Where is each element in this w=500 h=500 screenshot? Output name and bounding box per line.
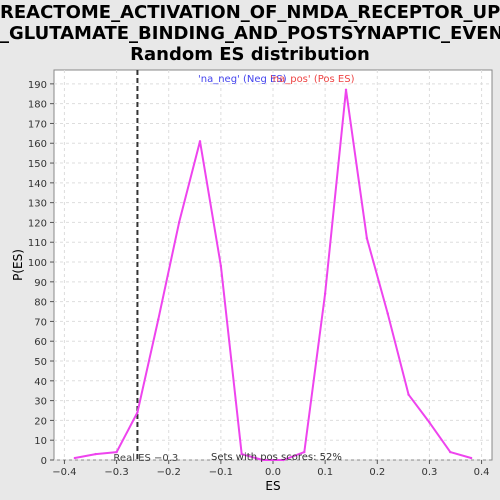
- x-tick-label: −0.3: [104, 467, 128, 478]
- y-axis-label: P(ES): [11, 249, 25, 281]
- data-point: [469, 456, 473, 460]
- y-tick-label: 150: [28, 159, 47, 170]
- data-point: [407, 393, 410, 396]
- pos-scores-label: Sets with pos scores: 52%: [211, 452, 342, 463]
- x-tick-label: 0.2: [369, 467, 385, 478]
- data-point: [428, 421, 431, 424]
- x-tick-label: 0.1: [317, 467, 333, 478]
- annotations: 'na_neg' (Neg ES)'na_pos' (Pos ES) Real E…: [113, 74, 354, 464]
- data-point: [282, 458, 285, 462]
- data-point: [323, 292, 327, 295]
- series: [73, 70, 473, 462]
- series-line: [74, 88, 472, 461]
- data-point: [136, 411, 139, 414]
- data-point: [94, 452, 97, 456]
- y-tick-label: 20: [34, 416, 47, 427]
- x-tick-label: 0.0: [265, 467, 281, 478]
- data-point: [449, 450, 452, 454]
- data-point: [365, 237, 369, 240]
- data-point: [198, 140, 202, 143]
- y-tick-label: 70: [34, 317, 47, 328]
- y-tick-label: 60: [34, 337, 47, 348]
- y-tick-label: 160: [28, 139, 47, 150]
- x-axis-label: ES: [265, 479, 280, 493]
- chart-title-line-3: Random ES distribution: [130, 44, 370, 65]
- y-tick-label: 130: [28, 199, 47, 210]
- y-tick-label: 80: [34, 298, 47, 309]
- y-tick-label: 170: [28, 119, 47, 130]
- y-tick-label: 100: [28, 258, 47, 269]
- data-point: [177, 221, 181, 224]
- y-tick-label: 90: [34, 278, 47, 289]
- x-tick-label: −0.2: [157, 467, 181, 478]
- data-point: [386, 312, 389, 315]
- y-tick-label: 110: [28, 238, 47, 249]
- axes: 0 10 20 30 40 50 60 70 80 90 100 110 120 130 140 150 160…: [28, 80, 490, 478]
- data-point: [157, 318, 160, 321]
- real-es-label: Real ES −0.3: [113, 453, 178, 464]
- y-tick-label: 10: [34, 436, 47, 447]
- data-point: [303, 450, 306, 454]
- y-tick-label: 50: [34, 357, 47, 368]
- grid: [54, 70, 492, 461]
- data-point: [73, 456, 77, 460]
- y-tick-label: 180: [28, 100, 47, 111]
- x-tick-label: 0.4: [474, 467, 490, 478]
- y-tick-label: 120: [28, 218, 47, 229]
- data-point: [261, 458, 264, 462]
- y-tick-label: 0: [41, 456, 47, 467]
- x-tick-label: −0.1: [209, 467, 233, 478]
- neg-es-label: 'na_neg' (Neg ES): [198, 74, 287, 85]
- data-point: [344, 88, 348, 91]
- chart-title-line-1: REACTOME_ACTIVATION_OF_NMDA_RECEPTOR_UPO…: [0, 2, 500, 23]
- pos-es-label: 'na_pos' (Pos ES): [270, 74, 355, 85]
- data-point: [219, 264, 223, 268]
- x-tick-label: 0.3: [421, 467, 437, 478]
- y-tick-label: 30: [34, 397, 47, 408]
- y-tick-label: 40: [34, 377, 47, 388]
- data-point: [115, 450, 118, 454]
- y-tick-label: 140: [28, 179, 47, 190]
- x-tick-label: −0.4: [52, 467, 76, 478]
- chart-title-line-2: _GLUTAMATE_BINDING_AND_POSTSYNAPTIC_EVEN…: [0, 23, 500, 44]
- y-tick-label: 190: [28, 80, 47, 91]
- data-point: [240, 452, 243, 456]
